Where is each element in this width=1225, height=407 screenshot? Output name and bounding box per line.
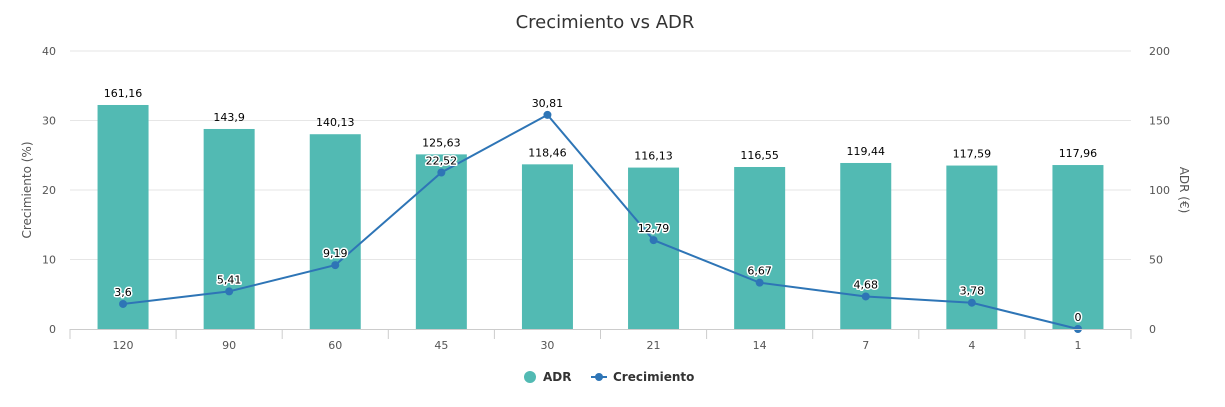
adr-data-label: 118,46 (528, 146, 567, 159)
adr-data-label: 117,59 (953, 148, 992, 161)
y-left-tick-label: 10 (42, 254, 56, 267)
crecimiento-line-series (119, 110, 1082, 333)
x-tick-label: 45 (434, 339, 448, 352)
x-tick-label: 21 (647, 339, 661, 352)
adr-bar (415, 154, 467, 329)
adr-bar (521, 164, 573, 329)
crecimiento-point (331, 261, 340, 270)
crecimiento-point (437, 168, 446, 177)
y-right-tick-label: 50 (1149, 254, 1163, 267)
y-left-tick-label: 20 (42, 184, 56, 197)
crecimiento-point (225, 287, 234, 296)
crecimiento-point (649, 236, 658, 245)
y-right-tick-label: 100 (1149, 184, 1170, 197)
adr-data-label: 143,9 (213, 111, 245, 124)
x-tick-label: 4 (968, 339, 975, 352)
y-right-tick-label: 0 (1149, 323, 1156, 336)
y-left-axis-title: Crecimiento (%) (20, 141, 34, 238)
adr-data-label: 117,96 (1059, 147, 1098, 160)
crecimiento-data-label: 12,79 (638, 222, 670, 235)
adr-bar (203, 128, 255, 329)
chart-title: Crecimiento vs ADR (516, 12, 695, 33)
crecimiento-line (122, 113, 1079, 330)
adr-bar (97, 104, 149, 329)
x-tick-label: 30 (540, 339, 554, 352)
crecimiento-data-label: 0 (1074, 311, 1081, 324)
adr-data-label: 161,16 (104, 87, 143, 100)
crecimiento-data-label: 6,67 (747, 265, 772, 278)
adr-bar (309, 134, 361, 329)
adr-data-label: 119,44 (847, 145, 886, 158)
crecimiento-point (543, 110, 552, 119)
y-left-tick-label: 30 (42, 115, 56, 128)
adr-data-label: 140,13 (316, 116, 355, 129)
crecimiento-point (755, 278, 764, 287)
legend-adr-label: ADR (543, 370, 572, 384)
adr-bar (840, 162, 892, 329)
y-left-tick-label: 40 (42, 45, 56, 58)
adr-bar (628, 167, 680, 329)
legend-item-adr[interactable]: ADR (524, 370, 572, 384)
legend-item-crecimiento[interactable]: Crecimiento (591, 370, 694, 384)
adr-bar (1052, 165, 1104, 329)
axes: 0 10 20 30 40 0 50 100 150 200 120 90 60 45 30 21 14 7 4 1 (42, 45, 1170, 352)
crecimiento-point (861, 292, 870, 301)
crecimiento-point (119, 299, 128, 308)
crecimiento-data-label: 3,78 (960, 285, 985, 298)
y-right-tick-label: 200 (1149, 45, 1170, 58)
legend-crecimiento-label: Crecimiento (613, 370, 694, 384)
crecimiento-point (967, 298, 976, 307)
y-left-tick-label: 0 (49, 323, 56, 336)
adr-data-label: 125,63 (422, 136, 461, 149)
crecimiento-data-label: 22,52 (426, 154, 458, 167)
legend-adr-marker (524, 371, 536, 383)
adr-data-label: 116,13 (634, 150, 673, 163)
y-right-axis-title: ADR (€) (1177, 167, 1191, 214)
crecimiento-data-label: 9,19 (323, 247, 348, 260)
crecimiento-data-label: 30,81 (532, 97, 564, 110)
adr-bar (734, 166, 786, 329)
crecimiento-data-label: 4,68 (854, 278, 879, 291)
x-tick-label: 120 (113, 339, 134, 352)
x-tick-label: 60 (328, 339, 342, 352)
crecimiento-data-label: 3,6 (114, 286, 132, 299)
x-tick-label: 90 (222, 339, 236, 352)
x-tick-label: 7 (862, 339, 869, 352)
adr-data-label: 116,55 (740, 149, 779, 162)
x-tick-label: 14 (753, 339, 767, 352)
crecimiento-data-label: 5,41 (217, 273, 242, 286)
legend-crecimiento-marker (595, 373, 603, 381)
legend: ADR Crecimiento (524, 370, 694, 384)
x-tick-label: 1 (1074, 339, 1081, 352)
y-right-tick-label: 150 (1149, 115, 1170, 128)
data-labels: 161,16 143,9 140,13 125,63 118,46 116,13 116,5… (104, 87, 1098, 326)
adr-bars (97, 104, 1104, 329)
